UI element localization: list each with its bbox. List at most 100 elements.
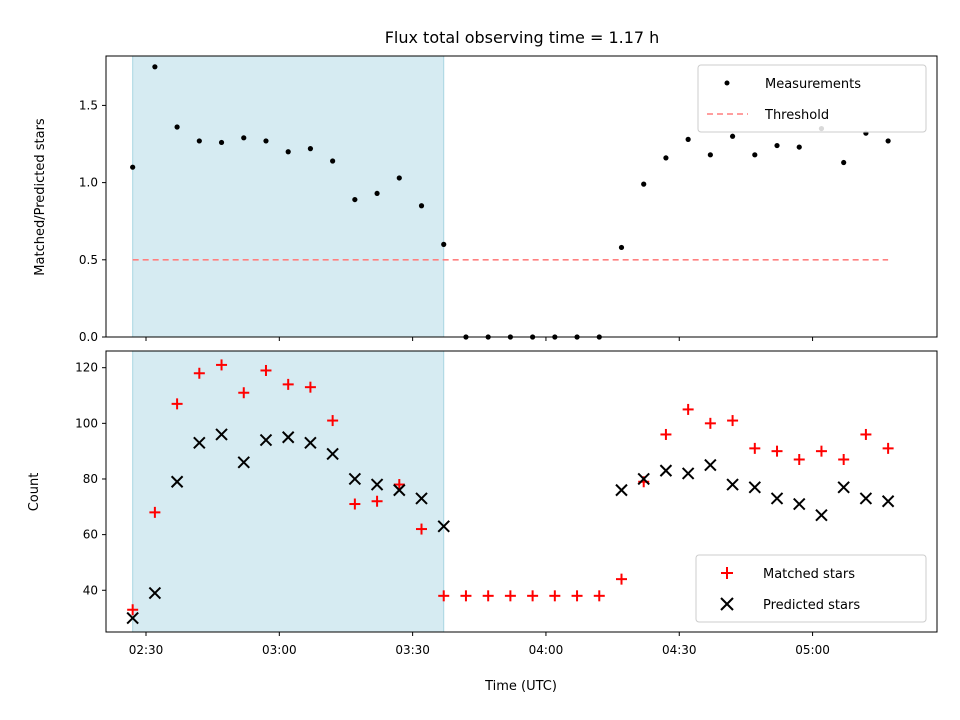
- matched-star-point: [216, 359, 228, 371]
- bottom-legend: Matched stars Predicted stars: [695, 554, 927, 623]
- matched-star-point: [727, 415, 739, 427]
- matched-star-point: [793, 454, 805, 466]
- predicted-star-point: [237, 456, 250, 469]
- top-shaded-region: [132, 55, 445, 338]
- predicted-star-point: [637, 472, 650, 486]
- matched-star-point: [304, 381, 316, 393]
- predicted-star-point: [215, 428, 228, 441]
- predicted-star-point: [148, 586, 162, 600]
- matched-star-point: [238, 387, 250, 399]
- matched-star-point: [571, 590, 583, 602]
- matched-star-point: [393, 479, 405, 491]
- matched-star-point: [815, 445, 827, 457]
- matched-star-point: [371, 495, 383, 507]
- bottom-shaded-region: [132, 350, 445, 633]
- matched-star-point: [838, 454, 850, 466]
- matched-star-point: [660, 428, 672, 440]
- predicted-star-point: [415, 492, 428, 505]
- measurement-point: [196, 138, 202, 144]
- bottom-y-tick-label: 80: [83, 472, 98, 486]
- predicted-star-point: [793, 497, 806, 511]
- matched-star-point: [504, 590, 516, 602]
- measurement-point: [352, 196, 358, 203]
- matched-star-point: [327, 415, 339, 427]
- measurement-point: [307, 146, 314, 152]
- bottom-y-ticks: 40 60 80 100 120: [75, 361, 106, 597]
- predicted-star-point: [726, 478, 739, 491]
- bottom-x-tick-label: 03:30: [395, 643, 430, 657]
- legend-matched-label: Matched stars: [763, 567, 855, 582]
- predicted-star-point: [815, 508, 828, 522]
- predicted-star-point: [170, 475, 184, 488]
- measurement-point: [618, 244, 625, 251]
- bottom-x-tick-label: 04:30: [662, 643, 697, 657]
- legend-matched-marker: [721, 567, 733, 579]
- bottom-y-tick-label: 120: [75, 361, 98, 375]
- predicted-star-point: [437, 520, 450, 533]
- predicted-star-point: [881, 495, 895, 508]
- predicted-star-point: [748, 481, 762, 494]
- legend-measurements-marker: [724, 80, 730, 86]
- top-legend: Measurements Threshold: [697, 64, 927, 133]
- matched-star-point: [260, 364, 272, 376]
- bottom-x-ticks: 02:30 03:00 03:30 04:00 04:30 05:00: [129, 632, 830, 657]
- top-y-ticks: 0.0 0.5 1.0 1.5: [79, 98, 106, 344]
- predicted-star-point: [348, 472, 362, 486]
- predicted-star-point: [326, 447, 339, 461]
- measurement-point: [796, 144, 802, 150]
- measurement-point: [396, 175, 402, 181]
- top-plot-marks: [130, 64, 891, 340]
- measurement-point: [218, 139, 225, 146]
- measurement-point: [441, 241, 447, 247]
- measurement-point: [774, 142, 780, 149]
- legend-predicted-label: Predicted stars: [763, 598, 860, 613]
- measurement-point: [841, 159, 847, 166]
- measurement-point: [374, 190, 380, 197]
- predicted-star-point: [126, 611, 139, 625]
- bottom-x-tick-label: 05:00: [795, 643, 830, 657]
- matched-star-point: [438, 590, 450, 602]
- top-y-tick-label: 1.5: [79, 98, 98, 112]
- predicted-star-point: [770, 492, 784, 505]
- matched-star-point: [771, 445, 783, 457]
- bottom-x-tick-label: 03:00: [262, 643, 297, 657]
- measurement-point: [152, 64, 158, 70]
- matched-star-point: [749, 442, 761, 454]
- top-axes-frame: [105, 55, 938, 338]
- top-panel: Flux total observing time = 1.17 h 0.00.…: [33, 28, 938, 344]
- measurement-point: [707, 152, 713, 158]
- top-y-axis-label: Matched/Predicted stars: [33, 118, 48, 276]
- chart-title: Flux total observing time = 1.17 h: [385, 28, 660, 47]
- predicted-star-point: [837, 481, 850, 494]
- top-legend-box: [697, 64, 927, 133]
- predicted-star-point: [304, 436, 317, 450]
- bottom-axes-frame: [105, 350, 938, 633]
- matched-star-point: [615, 573, 627, 585]
- predicted-star-point: [281, 431, 295, 444]
- bottom-y-tick-label: 100: [75, 416, 98, 430]
- legend-predicted-marker: [720, 597, 734, 611]
- matched-star-point: [593, 590, 605, 602]
- matched-star-point: [193, 367, 205, 379]
- bottom-legend-box: [695, 554, 927, 623]
- measurement-point: [641, 181, 647, 187]
- measurement-point: [729, 133, 736, 139]
- matched-star-point: [282, 378, 294, 390]
- predicted-star-point: [259, 433, 273, 447]
- legend-measurements-label: Measurements: [765, 77, 861, 92]
- measurement-point: [752, 152, 758, 158]
- matched-star-point: [171, 398, 183, 410]
- predicted-star-point: [193, 436, 206, 450]
- matched-star-point: [149, 506, 161, 518]
- measurement-point: [241, 135, 247, 141]
- matched-star-point: [882, 442, 894, 454]
- matched-star-point: [482, 590, 494, 602]
- predicted-star-point: [859, 492, 873, 505]
- top-y-tick-label: 1.0: [79, 176, 98, 190]
- matched-star-point: [349, 498, 361, 510]
- bottom-x-tick-label: 04:00: [529, 643, 564, 657]
- matched-star-point: [460, 590, 472, 602]
- matched-star-point: [416, 523, 428, 535]
- matched-star-point: [682, 403, 694, 415]
- matched-star-point: [704, 417, 716, 429]
